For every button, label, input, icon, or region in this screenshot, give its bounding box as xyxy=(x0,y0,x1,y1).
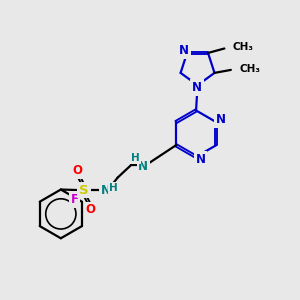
Text: CH₃: CH₃ xyxy=(233,42,254,52)
Text: O: O xyxy=(72,164,82,177)
Text: S: S xyxy=(79,184,89,196)
Text: N: N xyxy=(138,160,148,173)
Text: N: N xyxy=(179,44,189,57)
Text: N: N xyxy=(196,153,206,166)
Text: F: F xyxy=(70,193,79,206)
Text: H: H xyxy=(110,183,118,193)
Text: N: N xyxy=(101,184,111,196)
Text: CH₃: CH₃ xyxy=(239,64,260,74)
Text: N: N xyxy=(192,81,202,94)
Text: H: H xyxy=(131,153,140,163)
Text: N: N xyxy=(216,113,226,126)
Text: O: O xyxy=(86,203,96,216)
